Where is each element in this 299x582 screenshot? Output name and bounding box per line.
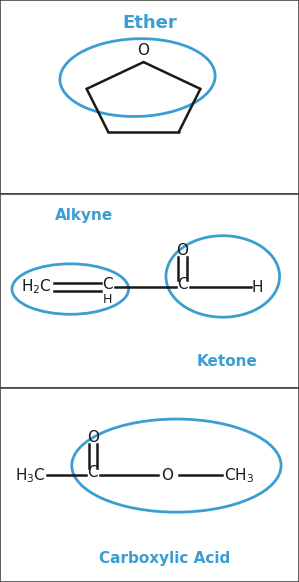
Text: O: O bbox=[161, 468, 173, 483]
Text: H$_3$C: H$_3$C bbox=[15, 466, 45, 485]
Text: Ether: Ether bbox=[122, 13, 177, 31]
Text: H: H bbox=[251, 279, 263, 294]
Text: Alkyne: Alkyne bbox=[55, 208, 113, 222]
Text: O: O bbox=[138, 43, 150, 58]
Text: H$_2$C: H$_2$C bbox=[21, 278, 51, 296]
Text: Carboxylic Acid: Carboxylic Acid bbox=[99, 552, 230, 566]
Text: O: O bbox=[176, 243, 188, 258]
Text: C: C bbox=[87, 465, 98, 480]
Text: Ketone: Ketone bbox=[197, 354, 258, 368]
Text: O: O bbox=[87, 430, 99, 445]
Text: C: C bbox=[102, 276, 113, 292]
Text: C: C bbox=[177, 276, 188, 292]
Text: CH$_3$: CH$_3$ bbox=[224, 466, 254, 485]
Text: H: H bbox=[103, 293, 112, 306]
